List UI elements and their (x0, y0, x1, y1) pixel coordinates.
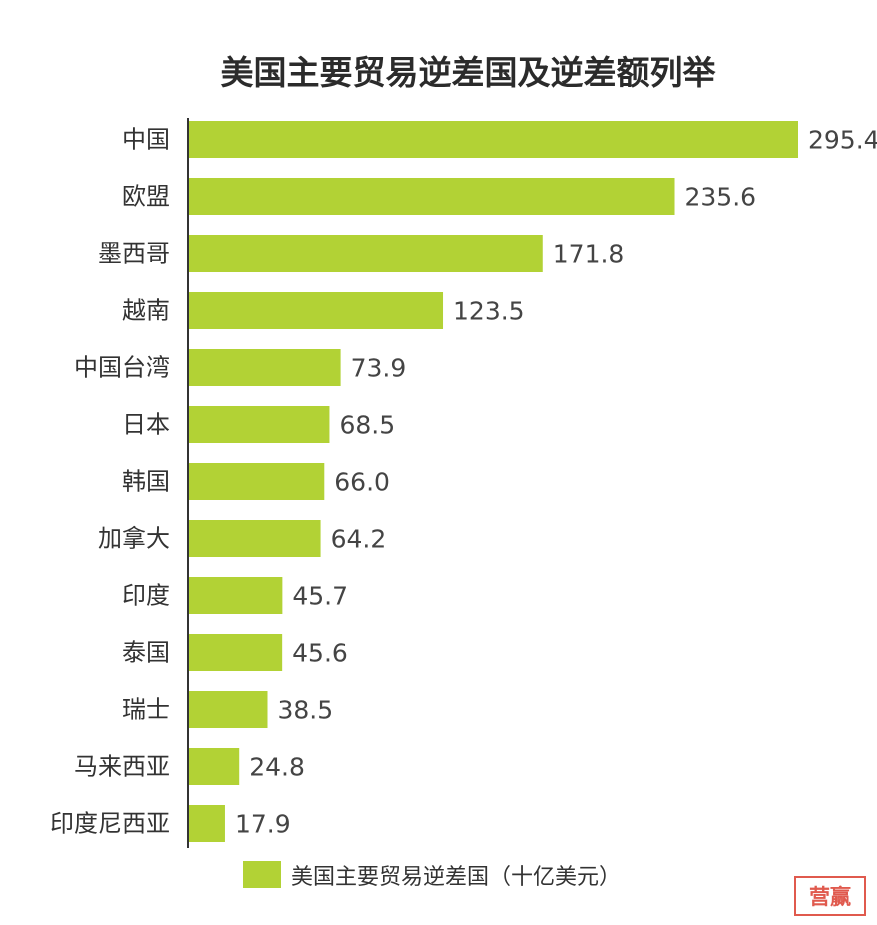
bar (188, 748, 240, 785)
category-label: 中国台湾 (74, 354, 170, 382)
value-label: 64.2 (331, 525, 387, 554)
bar-group: 中国 295.4 欧盟 235.6 墨西哥 171.8 越南 123.5 中国台湾 73.9 日本 6… (50, 121, 877, 842)
bar (188, 463, 325, 500)
value-label: 295.4 (808, 126, 877, 155)
value-label: 17.9 (235, 810, 291, 839)
category-label: 韩国 (122, 468, 170, 496)
bar (188, 178, 675, 215)
category-label: 越南 (122, 297, 170, 325)
bar (188, 406, 330, 443)
watermark-stamp: 营赢 (794, 876, 866, 916)
category-label: 瑞士 (122, 696, 170, 724)
chart-title: 美国主要贸易逆差国及逆差额列举 (221, 53, 717, 92)
category-label: 欧盟 (122, 183, 170, 211)
bar (188, 235, 543, 272)
bar (188, 805, 225, 842)
value-label: 123.5 (453, 297, 525, 326)
legend-swatch (243, 861, 281, 888)
stamp-text: 营赢 (809, 885, 851, 909)
value-label: 68.5 (339, 411, 395, 440)
value-label: 73.9 (351, 354, 407, 383)
category-label: 日本 (122, 411, 170, 439)
value-label: 24.8 (249, 753, 305, 782)
value-label: 171.8 (553, 240, 625, 269)
bar (188, 634, 283, 671)
value-label: 38.5 (278, 696, 334, 725)
value-label: 66.0 (334, 468, 390, 497)
category-label: 中国 (122, 126, 170, 154)
bar (188, 121, 798, 158)
category-label: 印度 (122, 582, 170, 610)
stamp-border (794, 876, 866, 916)
category-label: 泰国 (122, 639, 170, 667)
bar (188, 691, 268, 728)
bar (188, 349, 341, 386)
category-label: 加拿大 (98, 525, 170, 553)
legend-label: 美国主要贸易逆差国（十亿美元） (291, 865, 621, 890)
category-label: 墨西哥 (98, 240, 170, 268)
bar (188, 292, 444, 329)
bar (188, 520, 321, 557)
value-label: 235.6 (685, 183, 757, 212)
value-label: 45.7 (292, 582, 348, 611)
value-label: 45.6 (292, 639, 348, 668)
category-label: 印度尼西亚 (50, 810, 170, 838)
category-label: 马来西亚 (74, 753, 170, 781)
bar (188, 577, 283, 614)
legend: 美国主要贸易逆差国（十亿美元） (243, 861, 621, 890)
